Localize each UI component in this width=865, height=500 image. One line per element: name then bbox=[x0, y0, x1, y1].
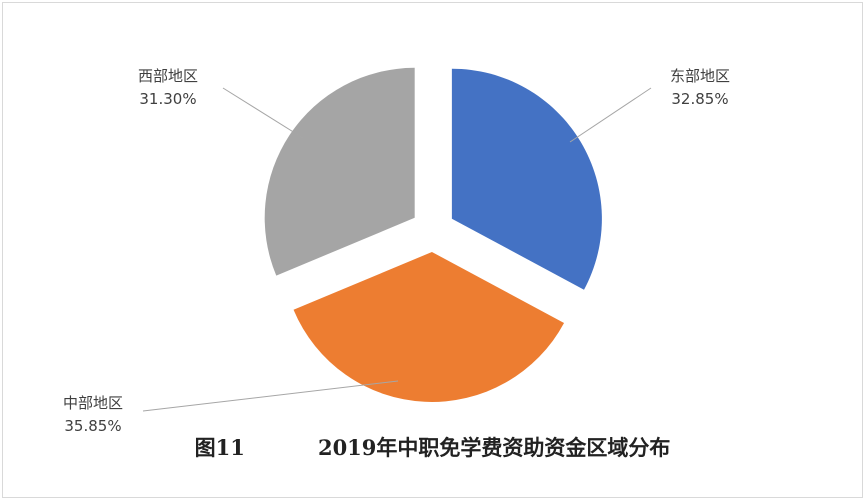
value-label-1: 32.85% bbox=[671, 90, 728, 108]
category-label-3: 西部地区 bbox=[138, 67, 198, 85]
caption-gap bbox=[245, 435, 318, 460]
pie-slice-3 bbox=[264, 67, 415, 276]
value-label-2: 35.85% bbox=[64, 417, 121, 435]
category-label-2: 中部地区 bbox=[63, 394, 123, 412]
leader-line-3 bbox=[222, 87, 304, 139]
leader-line-2 bbox=[142, 380, 399, 412]
pie-slice-1 bbox=[451, 68, 602, 290]
category-label-1: 东部地区 bbox=[670, 67, 730, 85]
value-label-3: 31.30% bbox=[139, 90, 196, 108]
figure-caption: 图11 2019年中职免学费资助资金区域分布 bbox=[0, 432, 865, 462]
figure-title: 2019年中职免学费资助资金区域分布 bbox=[317, 435, 671, 460]
pie-slice-2 bbox=[293, 251, 565, 402]
figure-number: 图11 bbox=[194, 435, 245, 460]
leader-line-1 bbox=[569, 87, 652, 143]
